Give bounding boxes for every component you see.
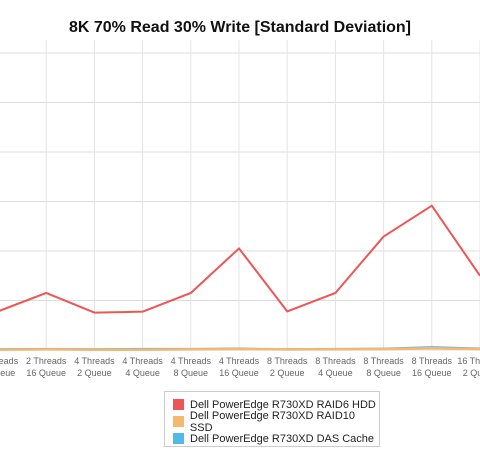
series-line-raid6-hdd [0, 204, 480, 314]
x-tick-label: 2 Threads [0, 356, 19, 366]
x-tick-label: 16 Queue [26, 368, 66, 378]
x-tick-label: 2 Queue [77, 368, 112, 378]
x-tick-label: 4 Queue [125, 368, 160, 378]
legend: Dell PowerEdge R730XD RAID6 HDD Dell Pow… [164, 391, 380, 447]
legend-item-das-cache[interactable]: Dell PowerEdge R730XD DAS Cache [173, 430, 379, 447]
legend-item-raid10-ssd[interactable]: Dell PowerEdge R730XD RAID10 SSD [173, 410, 379, 434]
legend-label-das-cache: Dell PowerEdge R730XD DAS Cache [190, 432, 375, 445]
x-tick-label: 4 Queue [318, 368, 353, 378]
x-axis-tick-labels: 2 Threads 4 Queue 2 Threads 16 Queue 4 Threa… [0, 356, 480, 378]
x-tick-label: 4 Queue [0, 368, 15, 378]
x-tick-label: 16 Queue [219, 368, 259, 378]
series-line-raid10-ssd [0, 346, 480, 351]
legend-label-raid10-ssd: Dell PowerEdge R730XD RAID10 SSD [189, 409, 356, 434]
x-tick-label: 2 Threads [26, 356, 67, 366]
x-tick-label: 8 Threads [363, 356, 404, 366]
x-tick-label: 8 Threads [267, 356, 308, 366]
x-tick-label: 4 Threads [74, 356, 115, 366]
legend-item-raid6-hdd[interactable]: Dell PowerEdge R730XD RAID6 HDD [173, 396, 379, 413]
x-tick-label: 8 Queue [366, 368, 401, 378]
x-tick-label: 4 Threads [171, 356, 212, 366]
legend-swatch-das-cache [173, 433, 184, 444]
x-tick-label: 8 Threads [315, 356, 356, 366]
x-tick-label: 16 Queue [412, 368, 452, 378]
grid-lines [0, 40, 480, 351]
x-tick-label: 2 Queue [463, 368, 480, 378]
x-tick-label: 4 Threads [219, 356, 260, 366]
series-lines [0, 204, 480, 351]
x-tick-label: 8 Queue [174, 368, 209, 378]
legend-swatch-raid10-ssd [173, 416, 184, 427]
chart-title: 8K 70% Read 30% Write [Standard Deviatio… [68, 19, 412, 36]
x-tick-label: 16 Threads [457, 356, 480, 366]
x-tick-label: 4 Threads [122, 356, 163, 366]
legend-label-raid6-hdd: Dell PowerEdge R730XD RAID6 HDD [190, 398, 376, 411]
x-tick-label: 8 Threads [412, 356, 453, 366]
legend-swatch-raid6-hdd [173, 399, 184, 410]
x-tick-label: 2 Queue [270, 368, 305, 378]
